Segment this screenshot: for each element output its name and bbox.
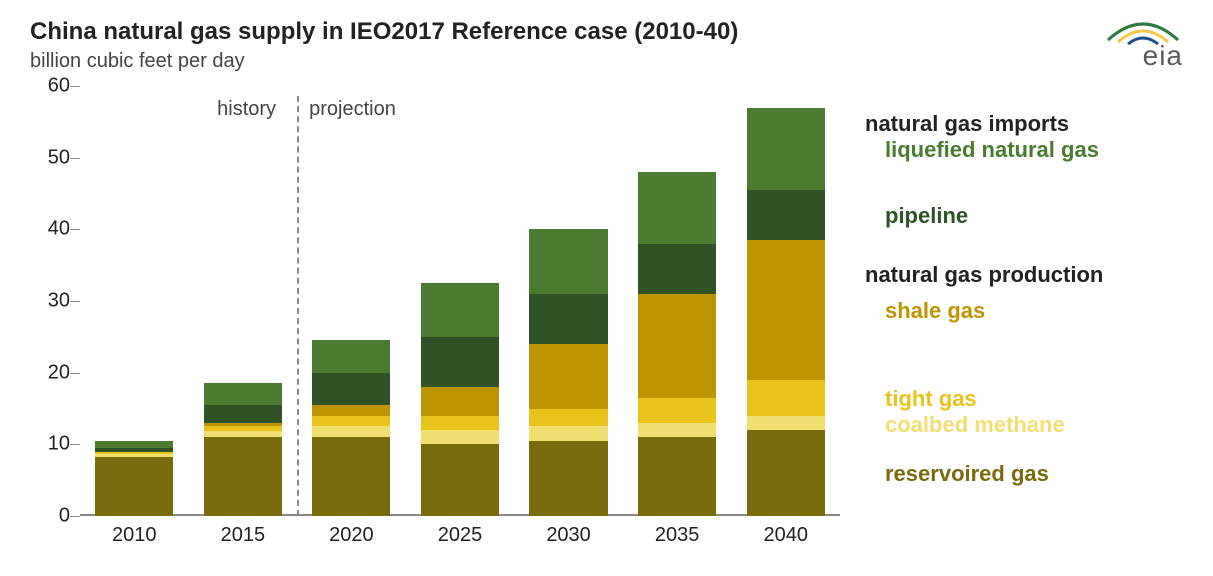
legend-item-tight_gas: tight gas (885, 386, 977, 412)
bar-segment-shale_gas (747, 240, 825, 380)
bar-segment-reservoired_gas (312, 437, 390, 516)
y-tick-mark (70, 516, 80, 517)
y-tick-mark (70, 373, 80, 374)
y-tick-mark (70, 86, 80, 87)
legend-item-pipeline: pipeline (885, 203, 968, 229)
y-tick-label: 60 (48, 75, 70, 98)
legend-item-reservoired_gas: reservoired gas (885, 461, 1049, 487)
plot-area: 0102030405060201020152020202520302035204… (80, 86, 840, 516)
bar-segment-pipeline (204, 405, 282, 423)
legend-header-imports: natural gas imports (865, 111, 1069, 137)
bar-segment-coalbed_methane (638, 423, 716, 437)
bar-segment-pipeline (747, 190, 825, 240)
y-tick-mark (70, 158, 80, 159)
bar-segment-reservoired_gas (529, 441, 607, 516)
bar-segment-lng (312, 340, 390, 372)
bar-segment-pipeline (312, 373, 390, 405)
bar-segment-lng (529, 229, 607, 294)
bar-segment-lng (747, 108, 825, 190)
y-tick-label: 20 (48, 361, 70, 384)
y-tick-label: 30 (48, 290, 70, 313)
y-tick-label: 50 (48, 146, 70, 169)
history-projection-divider (297, 96, 299, 516)
bar-segment-tight_gas (312, 416, 390, 427)
bar-segment-lng (638, 172, 716, 244)
bar-segment-pipeline (529, 294, 607, 344)
y-tick-mark (70, 444, 80, 445)
legend: natural gas imports natural gas productio… (865, 86, 1185, 516)
x-tick-label: 2030 (546, 524, 591, 547)
bar-segment-tight_gas (95, 452, 173, 454)
bar-group (638, 172, 716, 516)
y-tick-label: 0 (59, 505, 70, 528)
bar-segment-coalbed_methane (312, 426, 390, 437)
bar-segment-shale_gas (638, 294, 716, 398)
bar-segment-coalbed_methane (421, 430, 499, 444)
page-root: eia China natural gas supply in IEO2017 … (0, 0, 1213, 576)
bar-segment-shale_gas (204, 423, 282, 427)
bar-segment-tight_gas (204, 426, 282, 431)
x-tick-label: 2010 (112, 524, 157, 547)
x-tick-label: 2015 (221, 524, 266, 547)
bar-segment-tight_gas (638, 398, 716, 423)
bar-group (312, 340, 390, 516)
bar-segment-reservoired_gas (421, 444, 499, 516)
history-label: history (217, 98, 276, 121)
y-tick-label: 40 (48, 218, 70, 241)
x-tick-label: 2025 (438, 524, 483, 547)
y-tick-label: 10 (48, 433, 70, 456)
bar-segment-pipeline (421, 337, 499, 387)
bar-segment-reservoired_gas (204, 437, 282, 516)
bar-segment-shale_gas (529, 344, 607, 409)
bar-segment-tight_gas (747, 380, 825, 416)
bar-group (421, 283, 499, 516)
bar-segment-coalbed_methane (529, 426, 607, 440)
bar-segment-shale_gas (421, 387, 499, 416)
bar-segment-coalbed_methane (204, 431, 282, 437)
bar-segment-pipeline (638, 244, 716, 294)
bar-segment-lng (204, 383, 282, 405)
bar-segment-tight_gas (529, 409, 607, 427)
bar-segment-lng (95, 441, 173, 448)
bar-segment-coalbed_methane (747, 416, 825, 430)
x-tick-label: 2035 (655, 524, 700, 547)
bar-group (747, 108, 825, 517)
legend-header-production: natural gas production (865, 262, 1103, 288)
y-tick-mark (70, 229, 80, 230)
bar-segment-tight_gas (421, 416, 499, 430)
bar-segment-shale_gas (312, 405, 390, 416)
bar-group (204, 383, 282, 516)
legend-item-coalbed_methane: coalbed methane (885, 412, 1065, 438)
chart-area: 0102030405060201020152020202520302035204… (80, 86, 840, 516)
bar-group (529, 229, 607, 516)
bar-segment-coalbed_methane (95, 454, 173, 458)
chart-subtitle: billion cubic feet per day (30, 50, 245, 73)
legend-item-lng: liquefied natural gas (885, 137, 1099, 163)
bar-segment-reservoired_gas (95, 457, 173, 516)
legend-item-shale_gas: shale gas (885, 298, 985, 324)
x-tick-label: 2020 (329, 524, 374, 547)
x-tick-label: 2040 (763, 524, 808, 547)
bar-segment-reservoired_gas (638, 437, 716, 516)
bar-segment-lng (421, 283, 499, 337)
chart-title: China natural gas supply in IEO2017 Refe… (30, 18, 738, 46)
bar-segment-reservoired_gas (747, 430, 825, 516)
y-tick-mark (70, 301, 80, 302)
eia-logo-text: eia (1143, 40, 1183, 72)
bar-segment-pipeline (95, 448, 173, 452)
eia-logo: eia (1103, 18, 1183, 68)
projection-label: projection (309, 98, 396, 121)
bar-group (95, 441, 173, 516)
